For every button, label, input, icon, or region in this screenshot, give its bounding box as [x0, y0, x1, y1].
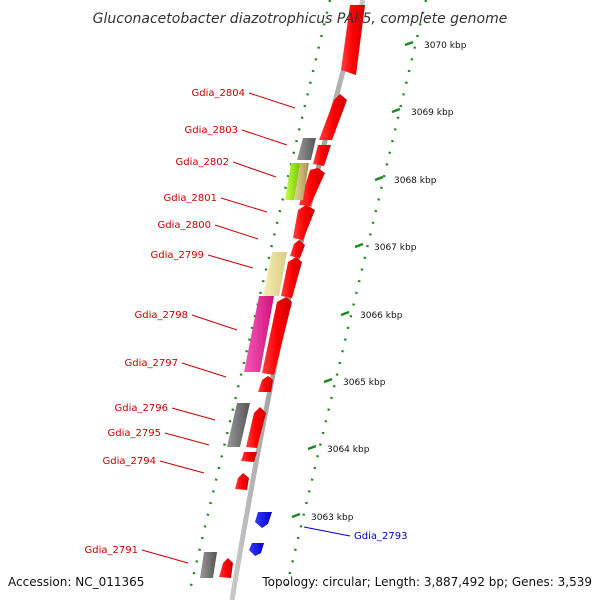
gene-label[interactable]: Gdia_2793	[354, 531, 407, 542]
leader-line	[214, 224, 259, 240]
leader-line	[191, 314, 238, 331]
gene-label[interactable]: Gdia_2800	[158, 220, 211, 231]
gene-label[interactable]: Gdia_2802	[176, 157, 229, 168]
kbp-tick-label: 3070 kbp	[424, 41, 467, 51]
kbp-tick-label: 3069 kbp	[411, 108, 454, 118]
kbp-tick	[374, 175, 384, 182]
gene-label[interactable]: Gdia_2798	[135, 310, 188, 321]
forward-cds-6	[290, 240, 305, 258]
leader-line	[164, 432, 210, 446]
gene-label[interactable]: Gdia_2801	[164, 193, 217, 204]
leader-line	[181, 362, 227, 378]
forward-cds-10	[246, 407, 266, 448]
forward-cds-8	[262, 297, 292, 375]
leader-line	[207, 254, 254, 269]
leader-line	[220, 197, 268, 213]
gene-label[interactable]: Gdia_2796	[115, 403, 168, 414]
reverse-cds-2	[249, 543, 264, 556]
kbp-scale: 3070 kbp 3069 kbp 3068 kbp 3067 kbp 3066 kbp…	[291, 40, 467, 523]
forward-cds-13	[219, 558, 233, 578]
kbp-tick	[404, 40, 414, 47]
kbp-tick	[291, 512, 301, 519]
gene-labels: Gdia_2804 Gdia_2803 Gdia_2802 Gdia_2801 Gdia…	[85, 88, 407, 564]
reverse-cds-1	[255, 512, 272, 528]
gray-feature-1	[297, 138, 316, 160]
gene-label[interactable]: Gdia_2803	[185, 125, 238, 136]
kbp-tick-label: 3065 kbp	[343, 378, 386, 388]
kbp-tick-label: 3063 kbp	[311, 513, 354, 523]
accession-text: Accession: NC_011365	[8, 575, 144, 589]
gray-feature-2	[227, 403, 250, 447]
kbp-tick	[307, 444, 317, 451]
forward-cds-3	[313, 145, 331, 166]
forward-cds-12	[235, 473, 249, 490]
forward-cds-5	[293, 205, 315, 240]
forward-cds-1	[341, 5, 365, 75]
gray-feature-3	[200, 552, 217, 578]
outer-dotted-track	[285, 0, 428, 586]
kbp-tick	[354, 242, 364, 249]
tan-feature	[294, 163, 309, 200]
dotted-tracks	[188, 0, 428, 591]
gene-label[interactable]: Gdia_2797	[125, 358, 178, 369]
kbp-tick-label: 3068 kbp	[394, 176, 437, 186]
kbp-tick	[323, 377, 333, 384]
leader-line	[241, 129, 288, 146]
kbp-tick	[391, 107, 401, 114]
forward-cds-7	[281, 257, 302, 298]
gene-label[interactable]: Gdia_2795	[108, 428, 161, 439]
kbp-tick-label: 3067 kbp	[374, 243, 417, 253]
leader-line	[141, 549, 189, 564]
leader-line	[232, 161, 277, 178]
leader-line	[159, 460, 205, 474]
forward-cds-4	[299, 168, 325, 206]
kbp-tick-label: 3064 kbp	[327, 445, 370, 455]
leader-line	[171, 407, 216, 421]
yellow-feature	[263, 252, 287, 296]
map-title: Gluconacetobacter diazotrophicus PAl 5, …	[93, 11, 508, 27]
forward-cds-2	[319, 94, 347, 140]
gene-label[interactable]: Gdia_2791	[85, 545, 138, 556]
kbp-tick	[340, 310, 350, 317]
gene-label[interactable]: Gdia_2794	[103, 456, 156, 467]
lime-feature	[285, 163, 301, 200]
topology-text: Topology: circular; Length: 3,887,492 bp…	[261, 575, 592, 589]
gene-features	[200, 5, 365, 578]
magenta-feature	[244, 296, 274, 372]
forward-cds-9	[258, 376, 273, 392]
inner-dotted-track	[188, 0, 332, 591]
forward-cds-11	[241, 452, 257, 462]
gene-label[interactable]: Gdia_2799	[151, 250, 204, 261]
genome-backbone	[229, 0, 366, 600]
kbp-tick-label: 3066 kbp	[360, 311, 403, 321]
gene-label[interactable]: Gdia_2804	[192, 88, 245, 99]
leader-line	[248, 92, 296, 109]
leader-line	[303, 526, 351, 537]
